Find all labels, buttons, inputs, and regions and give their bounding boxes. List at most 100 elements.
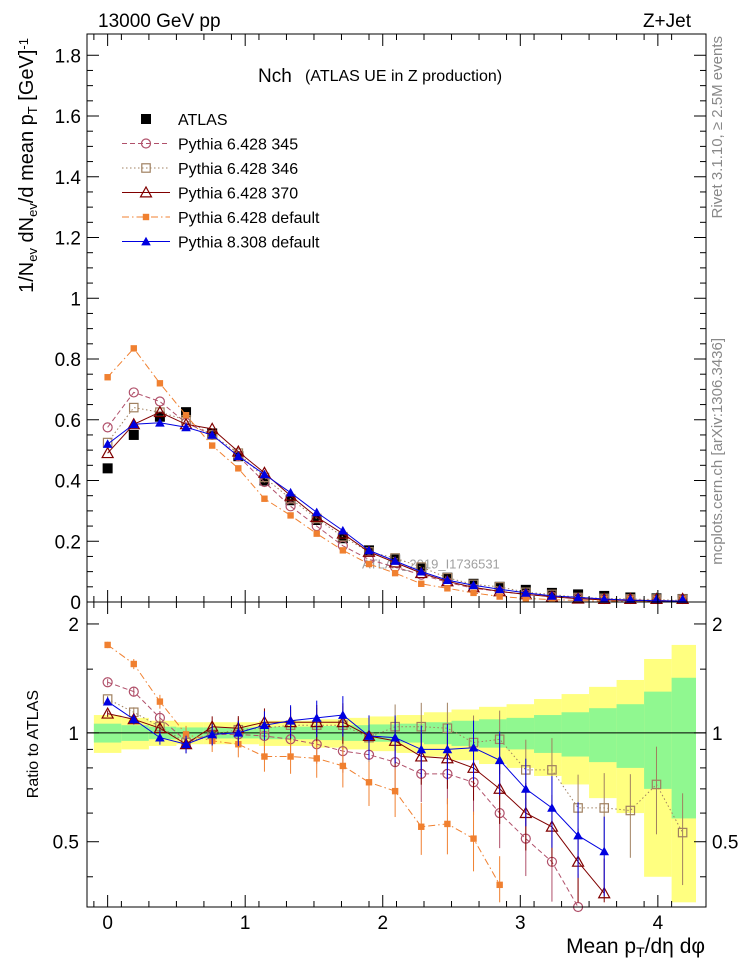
legend-label: Pythia 6.428 345 — [178, 137, 298, 154]
ratio-series-pythia-6-428-default — [104, 641, 503, 903]
ratio-point — [259, 720, 270, 730]
data-point — [233, 451, 244, 461]
ratio-y-tick-label-right: 0.5 — [712, 833, 738, 854]
ratio-point — [128, 686, 139, 697]
green-band-bin — [644, 691, 672, 789]
data-point — [364, 545, 374, 555]
ratio-point — [442, 744, 453, 754]
data-point — [101, 446, 115, 459]
ratio-point — [233, 728, 244, 737]
legend-marker — [139, 185, 153, 198]
data-point — [625, 594, 636, 603]
ratio-line-pythia-6-428-default — [107, 644, 501, 886]
main-title: Nch — [258, 66, 292, 87]
data-point — [102, 463, 113, 474]
data-point — [259, 469, 270, 479]
ratio-y-axis-label: Ratio to ATLAS — [25, 690, 42, 798]
data-point — [338, 525, 348, 535]
legend-item-pythia-6-428-346: Pythia 6.428 346 — [122, 161, 298, 178]
ratio-point — [625, 805, 636, 816]
mcplots-note: mcplots.cern.ch [arXiv:1306.3436] — [709, 338, 726, 565]
data-point — [391, 569, 399, 577]
legend-marker — [141, 163, 151, 173]
x-axis-label: Mean pT/dη dφ — [566, 935, 705, 960]
data-point — [128, 387, 139, 398]
green-band-bin — [671, 677, 696, 819]
legend-item-pythia-6-428-default: Pythia 6.428 default — [122, 210, 320, 227]
legend-label: Pythia 6.428 346 — [178, 161, 298, 178]
legend-item-pythia-6-428-345: Pythia 6.428 345 — [122, 137, 298, 154]
ratio-point — [468, 742, 479, 752]
y-tick-label: 1.2 — [55, 229, 81, 250]
green-band-bin — [506, 717, 535, 750]
ratio-point — [573, 830, 583, 840]
legend-item-pythia-6-428-370: Pythia 6.428 370 — [122, 186, 298, 203]
ratio-point — [101, 706, 115, 719]
legend-item-pythia-8-308-default: Pythia 8.308 default — [122, 235, 320, 252]
data-point — [311, 507, 322, 517]
y-label-part: ev — [25, 248, 40, 262]
x-tick-label: 2 — [377, 913, 388, 934]
data-point — [313, 530, 320, 537]
series-pythia-8-308-default — [102, 417, 688, 603]
y-label-part: dN — [16, 217, 38, 248]
ratio-point — [470, 835, 477, 842]
data-point — [102, 422, 113, 433]
y-label-part: ev — [25, 203, 40, 217]
data-point — [442, 575, 453, 584]
x-tick-label: 3 — [515, 913, 526, 934]
data-point — [496, 593, 503, 600]
x-tick-label: 4 — [653, 913, 664, 934]
y-tick-label: 0.6 — [55, 411, 81, 432]
data-point — [444, 585, 451, 592]
ratio-point — [338, 710, 348, 719]
ratio-point — [156, 698, 164, 705]
ratio-point — [104, 641, 111, 649]
y-label-part: 1/N — [16, 262, 38, 293]
data-point — [468, 580, 479, 590]
x-tick-label: 0 — [102, 913, 113, 934]
y-label-part: T — [25, 106, 40, 114]
ratio-point — [102, 677, 113, 688]
data-point — [651, 594, 662, 603]
ratio-point — [311, 713, 322, 722]
legend-marker — [142, 213, 150, 221]
ratio-line-pythia-8-308-default — [107, 701, 605, 852]
ratio-point — [651, 779, 662, 790]
data-point — [365, 560, 373, 568]
ratio-panel: 0 1 2 3 4 0.5 0.5 1 1 2 2 Ratio to ATLAS Mean pT/d… — [25, 601, 738, 960]
ratio-point — [130, 660, 137, 668]
ratio-point — [102, 696, 113, 706]
ratio-point — [599, 846, 610, 856]
data-point — [235, 465, 242, 472]
data-point — [181, 422, 191, 432]
ratio-point — [390, 732, 400, 742]
data-point — [287, 512, 294, 519]
y-label-part: [GeV] — [16, 50, 38, 107]
data-point — [128, 419, 139, 429]
ratio-point — [261, 753, 268, 760]
ratio-point — [364, 731, 374, 740]
main-y-axis-label: 1/Nev dNev/d mean pT [GeV]-1 — [16, 38, 40, 293]
ratio-point — [496, 881, 503, 889]
data-point — [182, 411, 190, 419]
y-tick-label: 1.8 — [55, 46, 81, 67]
legend-marker — [140, 138, 152, 149]
legend-marker — [141, 236, 151, 246]
x-label-part: Mean p — [566, 935, 636, 958]
data-point — [207, 430, 217, 439]
data-point — [102, 439, 113, 448]
ratio-y-tick-label: 1 — [68, 724, 79, 745]
data-point — [285, 487, 296, 497]
x-label-part: /dη dφ — [645, 935, 705, 958]
legend-label: ATLAS — [178, 112, 228, 129]
ratio-point — [182, 731, 190, 738]
legend-label: Pythia 6.428 370 — [178, 186, 298, 203]
data-point — [153, 405, 167, 418]
ratio-point — [313, 755, 320, 762]
ratio-point — [444, 820, 451, 828]
data-point — [310, 510, 324, 522]
data-point — [677, 594, 688, 603]
watermark: ATLAS_2019_I1736531 — [362, 557, 500, 572]
